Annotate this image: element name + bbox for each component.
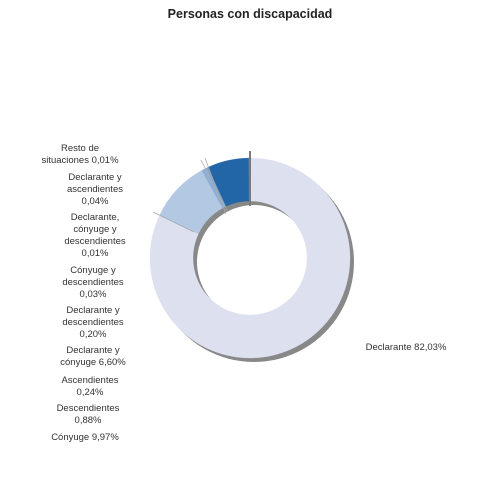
label-declarante-ascendientes: Declarante y ascendientes 0,04% xyxy=(67,172,123,207)
slice-declarante xyxy=(149,157,351,359)
label-declarante-conyuge-descendientes: Declarante, cónyuge y descendientes 0,01… xyxy=(64,212,126,259)
label-conyuge: Cónyuge 9,97% xyxy=(51,432,119,443)
label-declarante-descendientes: Declarante y descendientes 0,20% xyxy=(62,305,124,340)
label-ascendientes: Ascendientes 0,24% xyxy=(61,375,119,398)
label-conyuge-descendientes: Cónyuge y descendientes 0,03% xyxy=(62,265,124,300)
label-descendientes: Descendientes 0,88% xyxy=(56,403,120,426)
chart-title: Personas con discapacidad xyxy=(167,7,333,21)
leader-line xyxy=(152,211,195,233)
label-declarante-conyuge: Declarante y cónyuge 6,60% xyxy=(60,345,126,368)
leader-line xyxy=(204,157,227,215)
label-resto-situaciones: Resto de situaciones 0,01% xyxy=(41,143,119,166)
leader-line xyxy=(200,159,229,213)
label-declarante: Declarante 82,03% xyxy=(365,342,447,353)
